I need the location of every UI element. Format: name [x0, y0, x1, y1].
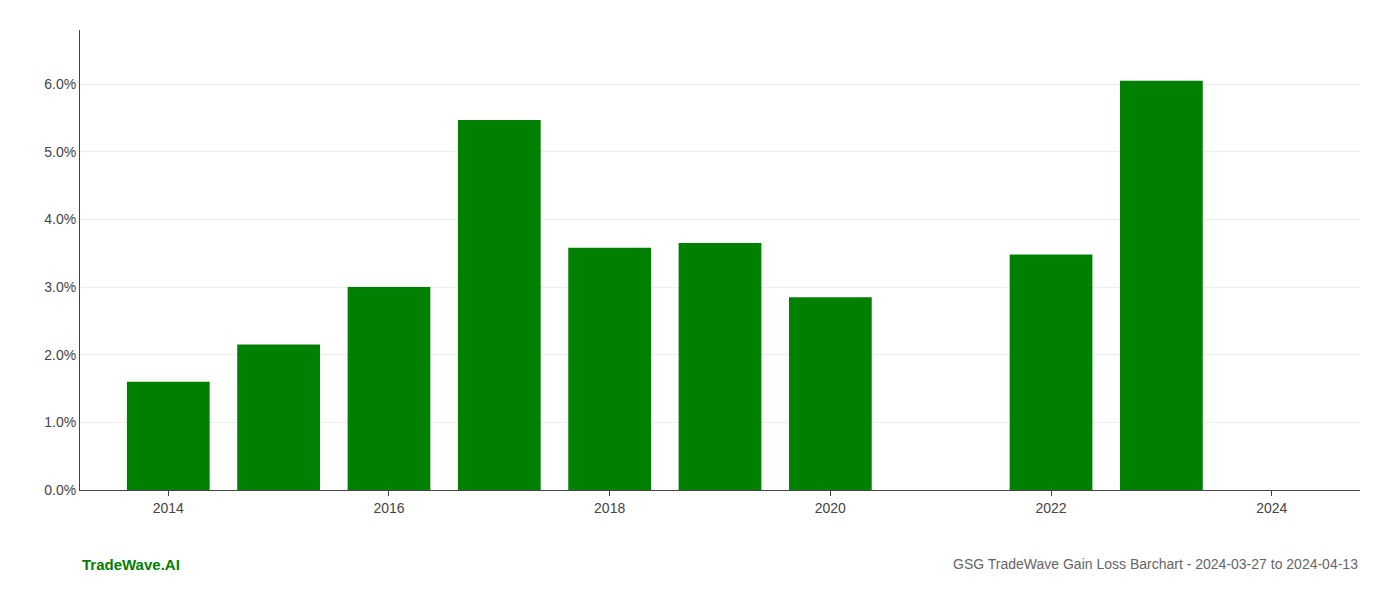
- svg-text:0.0%: 0.0%: [44, 482, 76, 498]
- svg-text:3.0%: 3.0%: [44, 279, 76, 295]
- svg-text:GSG TradeWave Gain Loss Barcha: GSG TradeWave Gain Loss Barchart - 2024-…: [953, 556, 1358, 572]
- svg-text:4.0%: 4.0%: [44, 211, 76, 227]
- svg-text:6.0%: 6.0%: [44, 76, 76, 92]
- svg-text:2018: 2018: [594, 500, 625, 516]
- svg-text:2.0%: 2.0%: [44, 347, 76, 363]
- svg-text:TradeWave.AI: TradeWave.AI: [82, 556, 180, 573]
- svg-text:5.0%: 5.0%: [44, 144, 76, 160]
- svg-text:1.0%: 1.0%: [44, 414, 76, 430]
- svg-text:2016: 2016: [373, 500, 404, 516]
- svg-text:2014: 2014: [153, 500, 184, 516]
- svg-text:2024: 2024: [1256, 500, 1287, 516]
- svg-text:2020: 2020: [815, 500, 846, 516]
- svg-text:2022: 2022: [1035, 500, 1066, 516]
